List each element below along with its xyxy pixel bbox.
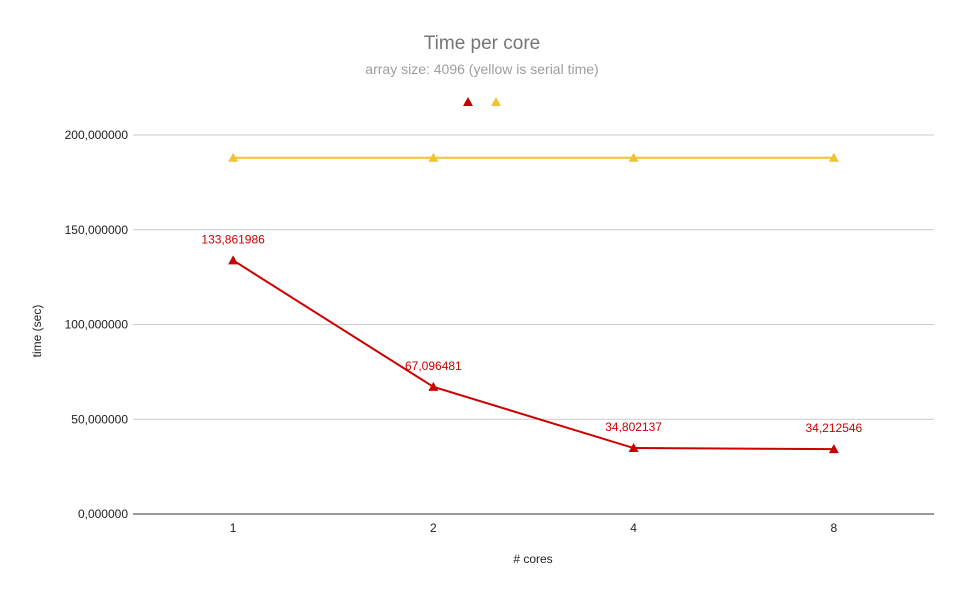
x-tick-label: 1: [230, 521, 237, 535]
data-point: [828, 444, 839, 454]
y-axis-label: time (sec): [30, 305, 44, 358]
series-line: [232, 259, 834, 451]
y-tick-label: 50,000000: [71, 412, 128, 426]
data-label: 133,861986: [201, 232, 265, 246]
x-tick-label: 4: [630, 521, 637, 535]
x-axis-ticks: 1 2 4 8: [230, 521, 838, 535]
data-point: [228, 152, 239, 162]
legend: [463, 97, 501, 106]
x-tick-label: 2: [430, 521, 437, 535]
series: [228, 152, 839, 162]
data-point: [428, 152, 439, 162]
x-tick-label: 8: [831, 521, 838, 535]
x-axis-label: # cores: [513, 552, 552, 566]
data-point: [628, 443, 639, 453]
series-layer: 133,861986 67,096481 34,802137 34,212546: [201, 152, 863, 454]
y-tick-label: 150,000000: [65, 223, 129, 237]
y-tick-label: 100,000000: [65, 318, 129, 332]
legend-marker: [491, 97, 501, 106]
legend-marker: [463, 97, 473, 106]
y-tick-label: 0,000000: [78, 507, 128, 521]
data-point: [628, 152, 639, 162]
y-axis-ticks: 0,000000 50,000000 100,000000 150,000000 200…: [65, 128, 129, 521]
data-label: 34,802137: [605, 420, 662, 434]
data-label: 67,096481: [405, 359, 462, 373]
chart-subtitle: array size: 4096 (yellow is serial time): [365, 61, 598, 77]
chart-title: Time per core: [424, 33, 541, 54]
gridlines: [133, 134, 934, 515]
y-tick-label: 200,000000: [65, 128, 129, 142]
data-point: [228, 255, 239, 265]
series: 133,861986 67,096481 34,802137 34,212546: [201, 232, 863, 454]
data-point: [828, 152, 839, 162]
data-label: 34,212546: [806, 421, 863, 435]
data-point: [428, 381, 439, 391]
